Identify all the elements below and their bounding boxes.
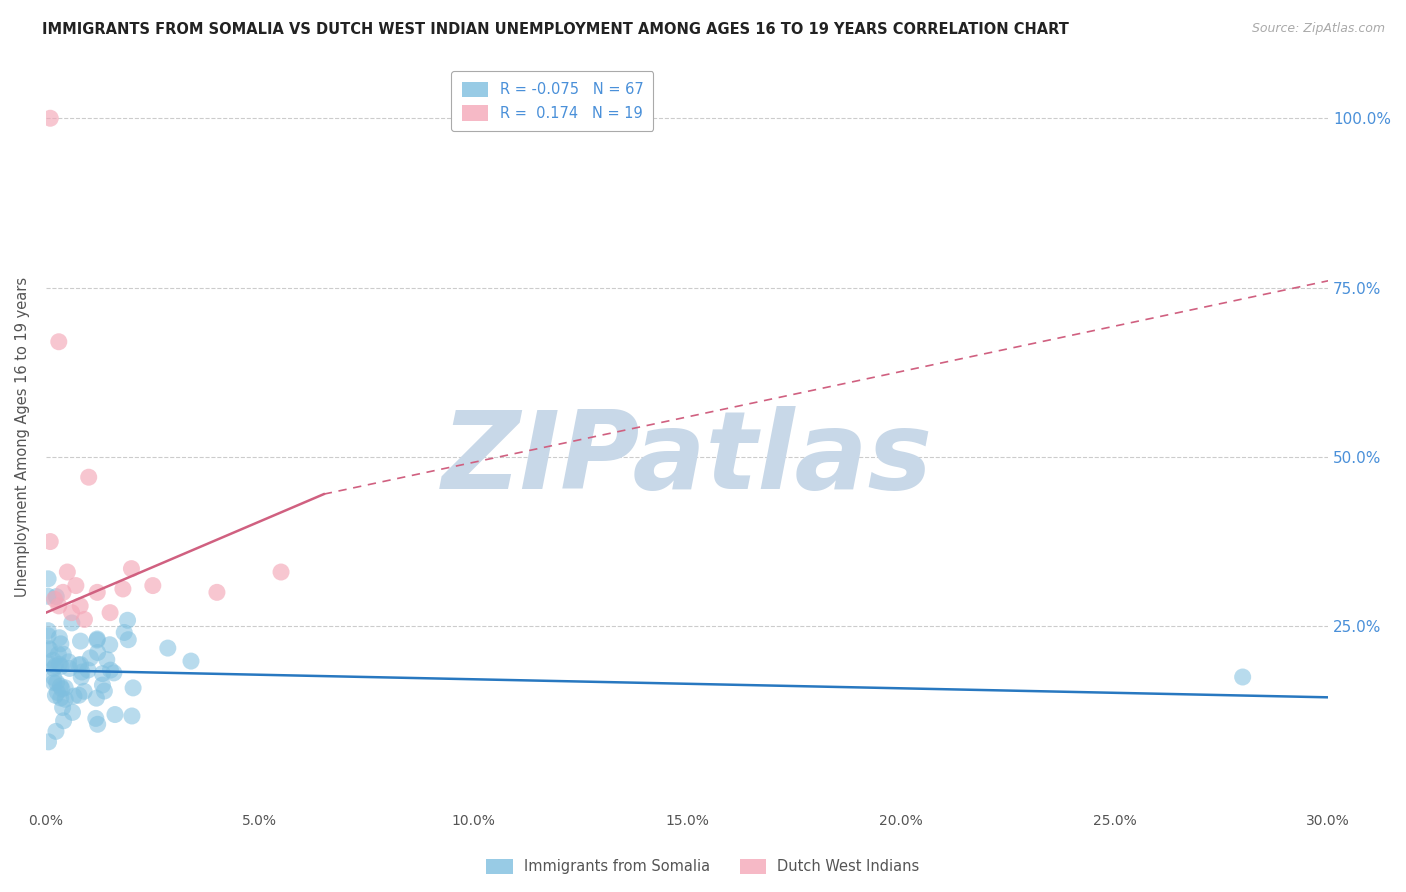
Point (79, 651, 101, 665)
Point (42, 661, 65, 675)
Point (42, 671, 65, 685)
Point (53, 681, 76, 695)
Point (86, 646, 108, 660)
Point (270, 565, 292, 579)
Point (38, 735, 60, 749)
Point (69, 657, 91, 672)
Point (52, 585, 75, 599)
Point (100, 663, 122, 677)
Point (156, 641, 179, 656)
Text: Source: ZipAtlas.com: Source: ZipAtlas.com (1251, 22, 1385, 36)
Point (42, 653, 65, 667)
Point (93, 684, 115, 698)
Point (86, 632, 108, 646)
Point (73, 684, 96, 698)
Point (39, 112, 62, 126)
Point (77, 470, 100, 484)
Point (98, 606, 121, 620)
Point (56, 565, 79, 579)
Point (70, 670, 93, 684)
Point (86, 633, 108, 648)
Point (84, 711, 107, 725)
Point (49, 659, 72, 673)
Point (48, 657, 70, 672)
Point (37, 640, 59, 655)
Point (49, 679, 72, 693)
Point (96, 652, 118, 666)
Point (121, 709, 143, 723)
Point (38, 657, 60, 672)
Point (91, 666, 114, 681)
Point (37, 589, 59, 603)
Point (77, 663, 100, 677)
Point (67, 657, 90, 672)
Point (48, 631, 70, 645)
Point (205, 585, 228, 599)
Point (58, 655, 80, 669)
Point (37, 572, 59, 586)
Point (62, 706, 84, 720)
Point (45, 590, 67, 604)
Point (70, 665, 93, 679)
Point (51, 681, 73, 696)
Legend: Immigrants from Somalia, Dutch West Indians: Immigrants from Somalia, Dutch West Indi… (481, 853, 925, 880)
Point (86, 585, 108, 599)
Point (45, 724, 67, 739)
Legend: R = -0.075   N = 67, R =  0.174   N = 19: R = -0.075 N = 67, R = 0.174 N = 19 (451, 71, 654, 131)
Point (49, 637, 72, 651)
Point (104, 707, 127, 722)
Point (46, 685, 69, 699)
Point (67, 688, 90, 702)
Point (38, 642, 60, 657)
Point (39, 534, 62, 549)
Text: ZIPatlas: ZIPatlas (441, 406, 932, 512)
Point (52, 714, 75, 728)
Point (37, 629, 59, 643)
Point (103, 665, 125, 680)
Point (44, 659, 66, 673)
Point (65, 578, 87, 592)
Point (86, 717, 108, 731)
Point (1232, 670, 1254, 684)
Point (117, 613, 139, 627)
Point (180, 654, 202, 668)
Point (69, 599, 91, 613)
Text: IMMIGRANTS FROM SOMALIA VS DUTCH WEST INDIAN UNEMPLOYMENT AMONG AGES 16 TO 19 YE: IMMIGRANTS FROM SOMALIA VS DUTCH WEST IN… (42, 22, 1069, 37)
Point (91, 678, 114, 692)
Point (117, 632, 139, 647)
Point (48, 599, 70, 613)
Point (60, 615, 83, 630)
Point (58, 661, 80, 675)
Point (48, 334, 70, 349)
Point (112, 625, 135, 640)
Point (46, 648, 69, 662)
Point (37, 624, 59, 638)
Point (49, 690, 72, 705)
Point (44, 689, 66, 703)
Point (69, 634, 91, 648)
Y-axis label: Unemployment Among Ages 16 to 19 years: Unemployment Among Ages 16 to 19 years (15, 277, 30, 597)
Point (111, 582, 134, 596)
Point (60, 606, 83, 620)
Point (53, 692, 76, 706)
Point (73, 612, 96, 626)
Point (42, 675, 65, 690)
Point (52, 647, 75, 661)
Point (120, 561, 142, 575)
Point (98, 638, 121, 652)
Point (86, 691, 108, 706)
Point (44, 592, 66, 607)
Point (122, 681, 145, 695)
Point (142, 578, 165, 592)
Point (63, 689, 86, 703)
Point (52, 700, 75, 714)
Point (45, 675, 67, 690)
